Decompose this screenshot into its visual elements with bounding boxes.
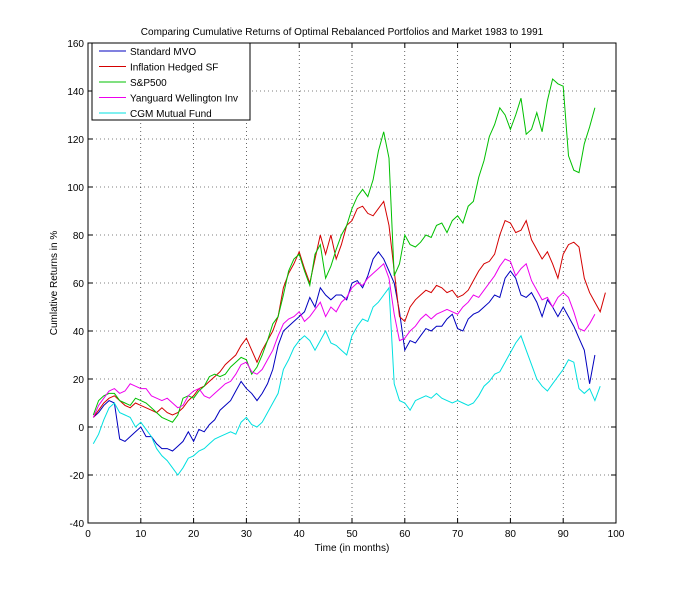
x-tick-label: 20 — [188, 529, 200, 540]
y-tick-label: 120 — [67, 135, 84, 146]
legend-label: Yanguard Wellington Inv — [130, 94, 238, 105]
series-line — [92, 286, 601, 476]
x-tick-label: 0 — [85, 529, 91, 540]
legend-label: Standard MVO — [130, 47, 196, 58]
series-line — [92, 258, 596, 418]
x-tick-label: 100 — [608, 529, 625, 540]
series-line — [92, 78, 596, 423]
y-tick-label: -40 — [70, 519, 85, 530]
legend-label: Inflation Hedged SF — [130, 63, 218, 74]
y-tick-label: 20 — [73, 375, 85, 386]
x-tick-label: 10 — [135, 529, 147, 540]
y-tick-label: -20 — [70, 471, 85, 482]
legend-label: S&P500 — [130, 78, 167, 89]
y-tick-label: 160 — [67, 39, 84, 50]
y-tick-label: 60 — [73, 279, 85, 290]
gridlines — [88, 43, 616, 523]
axis-ticks: 0 10 20 30 40 50 60 70 80 90 100 -40 -20 0 20 40 60 80 100… — [67, 39, 624, 540]
x-tick-label: 30 — [241, 529, 253, 540]
x-tick-label: 40 — [294, 529, 306, 540]
y-tick-label: 100 — [67, 183, 84, 194]
series-layer — [92, 78, 606, 476]
y-axis-label: Cumlative Returns in % — [49, 231, 60, 336]
x-axis-label: Time (in months) — [315, 543, 390, 554]
x-tick-label: 80 — [505, 529, 517, 540]
x-tick-label: 50 — [346, 529, 358, 540]
x-tick-label: 90 — [558, 529, 570, 540]
y-tick-label: 40 — [73, 327, 85, 338]
x-tick-label: 60 — [399, 529, 411, 540]
y-tick-label: 0 — [78, 423, 84, 434]
y-tick-label: 140 — [67, 87, 84, 98]
x-tick-label: 70 — [452, 529, 464, 540]
chart-title: Comparing Cumulative Returns of Optimal … — [141, 27, 544, 38]
legend: Standard MVO Inflation Hedged SF S&P500 Yan… — [91, 42, 251, 121]
y-tick-label: 80 — [73, 231, 85, 242]
legend-label: CGM Mutual Fund — [130, 109, 212, 120]
series-line — [92, 250, 596, 452]
